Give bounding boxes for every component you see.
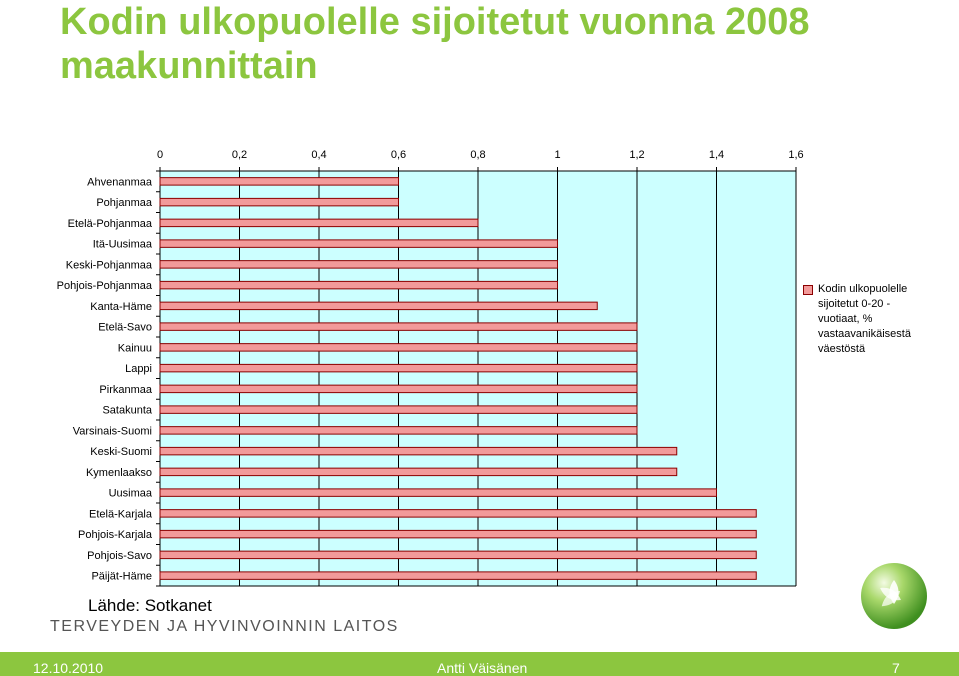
bar [159, 363, 638, 373]
category-label: Pohjanmaa [96, 197, 153, 209]
footer-date: 12.10.2010 [33, 660, 104, 676]
category-label: Lappi [125, 363, 152, 375]
x-tick-label: 1,6 [788, 149, 803, 161]
footer-author: Antti Väisänen [437, 660, 528, 676]
bar [159, 280, 558, 290]
category-label: Etelä-Pohjanmaa [68, 218, 153, 230]
bar [159, 218, 479, 228]
bar [159, 426, 638, 435]
category-label: Satakunta [102, 405, 152, 417]
x-tick-label: 0,6 [391, 149, 406, 161]
x-tick-label: 0 [157, 149, 163, 161]
source-note: Lähde: Sotkanet [88, 596, 212, 615]
organization-name: TERVEYDEN JA HYVINVOINNIN LAITOS [50, 618, 399, 635]
category-label: Varsinais-Suomi [73, 425, 152, 437]
x-tick-label: 1 [554, 149, 560, 161]
x-tick-label: 0,8 [470, 149, 485, 161]
bar [159, 529, 757, 539]
bar [159, 488, 717, 497]
category-label: Pohjois-Savo [87, 550, 152, 562]
bar [159, 197, 399, 207]
x-tick-label: 1,4 [709, 149, 724, 161]
bar [159, 446, 678, 456]
bar [159, 301, 598, 311]
category-label: Keski-Pohjanmaa [66, 259, 153, 271]
chart-legend: Kodin ulkopuolelle sijoitetut 0-20 -vuot… [803, 282, 923, 357]
category-label: Keski-Suomi [90, 446, 152, 458]
x-tick-label: 0,4 [311, 149, 326, 161]
category-label: Kanta-Häme [90, 301, 152, 313]
category-label: Kainuu [118, 342, 152, 354]
legend-swatch [803, 285, 813, 295]
category-label: Päijät-Häme [91, 571, 152, 583]
category-label: Itä-Uusimaa [93, 239, 153, 251]
category-label: Kymenlaakso [86, 467, 152, 479]
legend-label: Kodin ulkopuolelle sijoitetut 0-20 -vuot… [818, 283, 911, 355]
x-tick-label: 1,2 [629, 149, 644, 161]
thl-logo-icon [861, 563, 927, 629]
category-label: Etelä-Karjala [89, 508, 153, 520]
bar [159, 550, 757, 560]
slide-title: Kodin ulkopuolelle sijoitetut vuonna 200… [60, 1, 810, 87]
category-label: Pohjois-Karjala [78, 529, 153, 541]
bar [159, 260, 558, 269]
category-label: Uusimaa [109, 488, 153, 500]
category-label: Ahvenanmaa [87, 176, 153, 188]
bar [159, 177, 399, 186]
category-label: Etelä-Savo [98, 322, 152, 334]
page-number: 7 [892, 660, 900, 676]
x-tick-label: 0,2 [232, 149, 247, 161]
bar [159, 239, 558, 248]
bar [159, 509, 757, 518]
bar [159, 322, 638, 331]
bar [159, 467, 678, 477]
bar [159, 571, 757, 580]
footer-bar: 12.10.2010 Antti Väisänen 7 [0, 652, 959, 676]
bar [159, 405, 638, 414]
bar [159, 343, 638, 352]
category-label: Pohjois-Pohjanmaa [57, 280, 153, 292]
category-label: Pirkanmaa [99, 384, 152, 396]
bar [159, 384, 638, 394]
